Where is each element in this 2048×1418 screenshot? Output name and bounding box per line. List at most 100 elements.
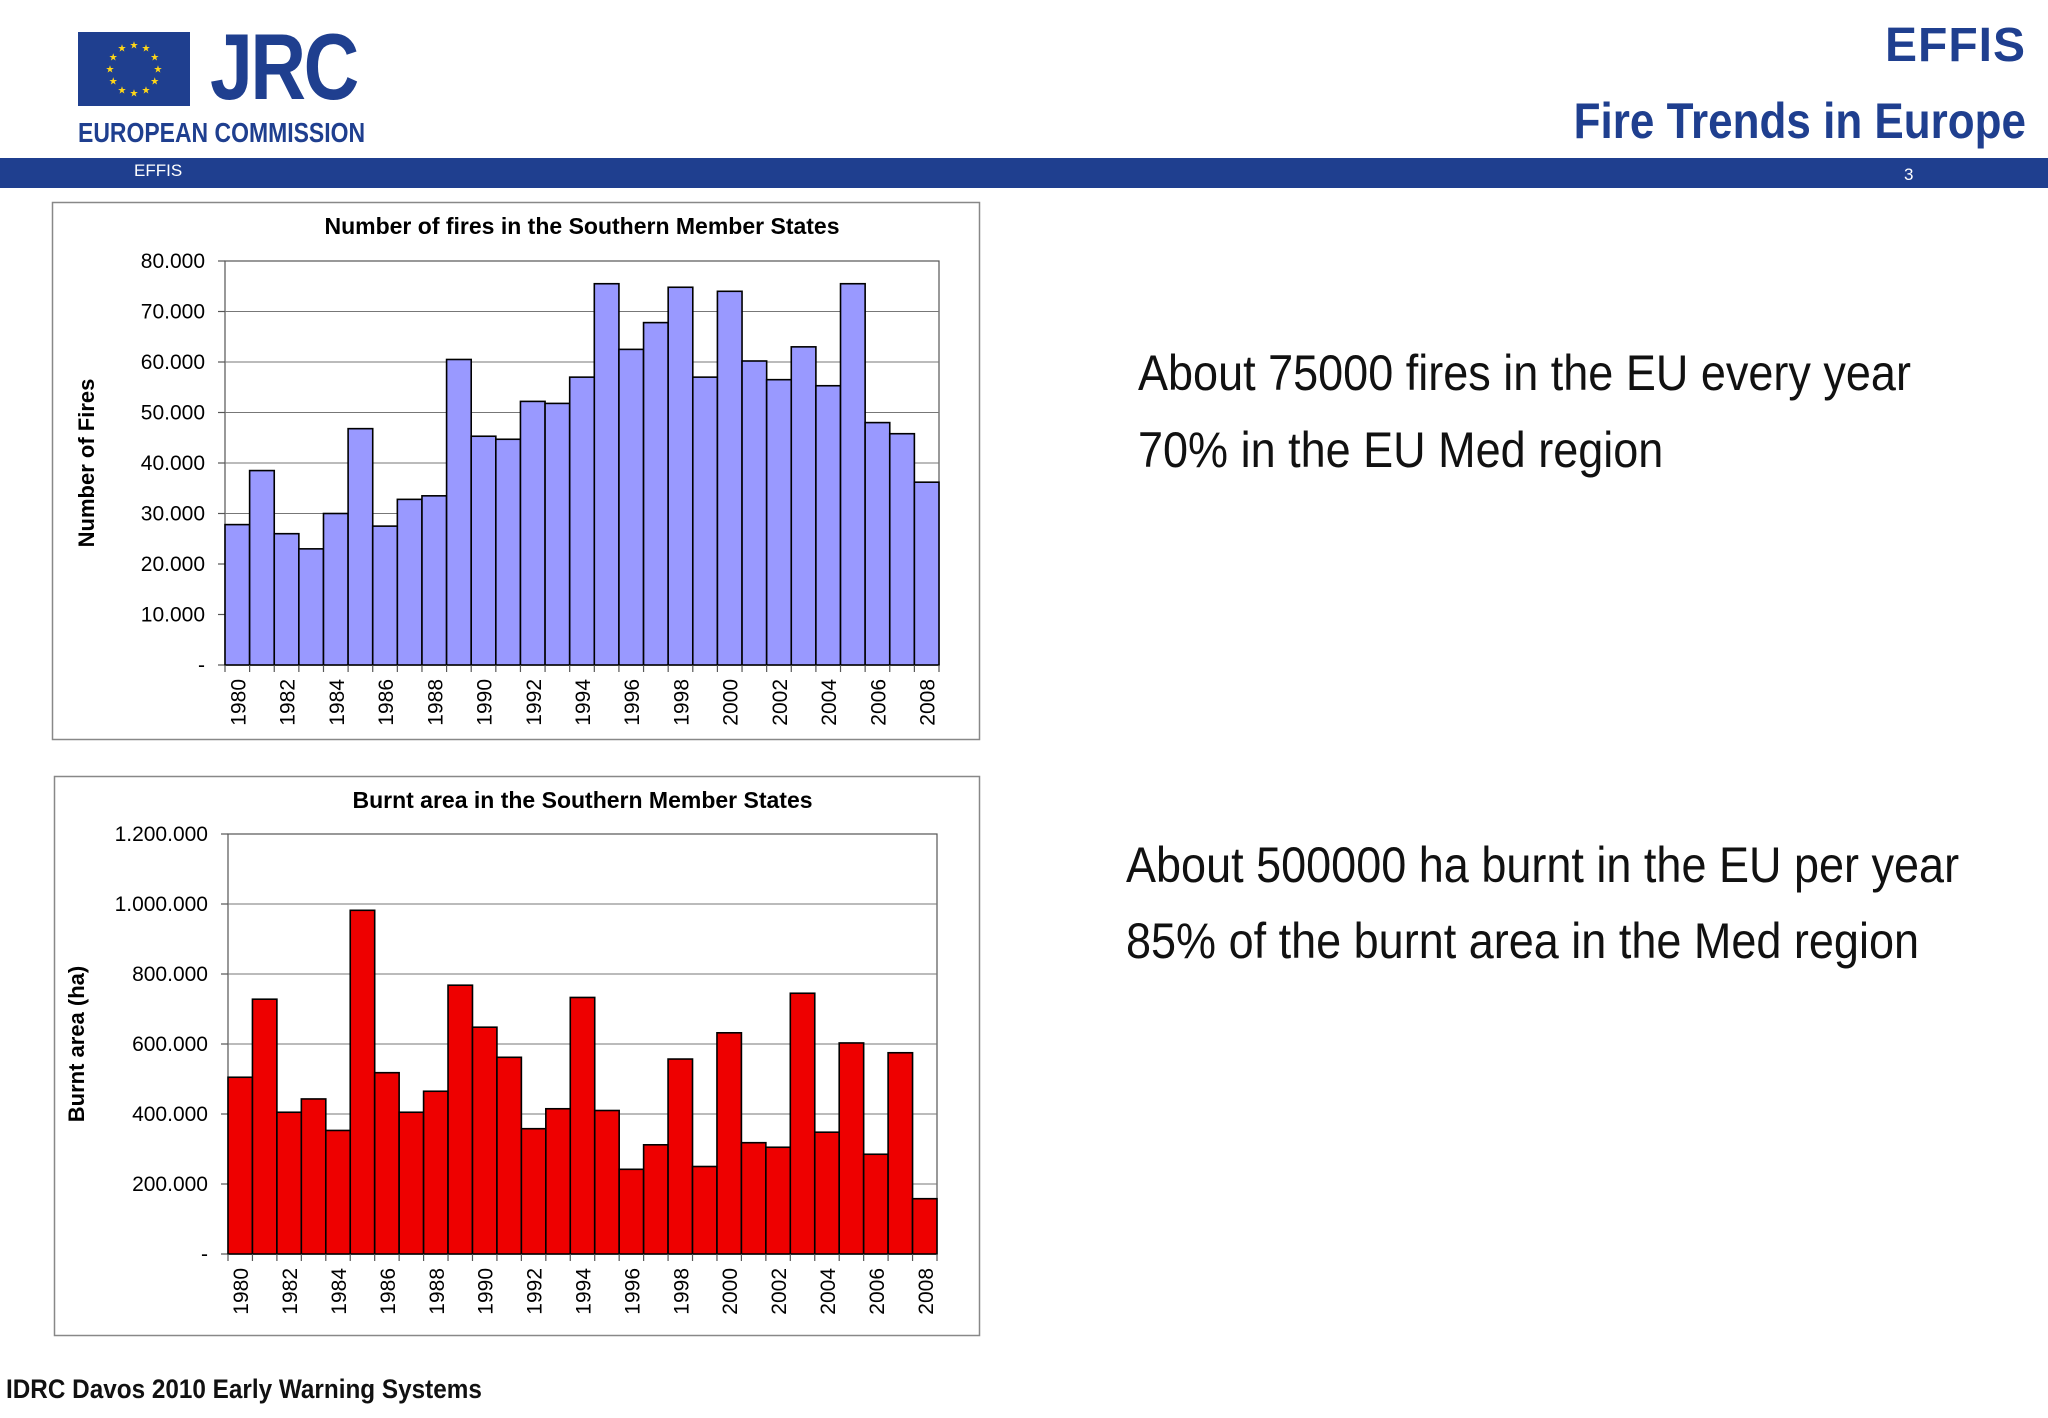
bar-2002 <box>765 378 793 666</box>
bar-1991 <box>496 1056 523 1255</box>
burnt-area-chart: Burnt area in the Southern Member States… <box>53 775 981 1337</box>
y-tick-label: 600.000 <box>132 1033 208 1056</box>
bar-1997 <box>642 1143 669 1255</box>
x-tick-label: 2000 <box>719 1268 742 1315</box>
bar-2002 <box>765 1146 792 1255</box>
y-tick-label: - <box>198 654 205 677</box>
bar-2008 <box>913 481 940 666</box>
page-number: 3 <box>1904 165 1914 184</box>
x-tick-label: 1998 <box>670 1268 693 1315</box>
x-tick-label: 2002 <box>768 1268 791 1315</box>
bar-1983 <box>300 1098 327 1255</box>
bar-2004 <box>813 1131 841 1255</box>
bar-1991 <box>495 438 522 666</box>
x-tick-label: 1980 <box>227 679 250 726</box>
header-bar <box>0 158 2048 188</box>
bar-1982 <box>273 532 300 666</box>
eu-star-icon: ★ <box>118 44 127 55</box>
header-bar-label: EFFIS <box>134 161 183 180</box>
bar-1987 <box>398 1111 425 1255</box>
x-tick-label: 2006 <box>866 1268 889 1315</box>
bar-2005 <box>839 282 866 666</box>
x-tick-label: 1992 <box>523 679 546 726</box>
x-tick-label: 1990 <box>474 679 497 726</box>
bar-2006 <box>864 421 891 666</box>
x-tick-label: 2008 <box>917 679 940 726</box>
bar-1987 <box>396 498 423 666</box>
y-tick-label: 40.000 <box>141 452 205 475</box>
eu-star-icon: ★ <box>130 41 139 52</box>
x-tick-label: 1988 <box>426 1268 449 1315</box>
eu-star-icon: ★ <box>106 65 115 76</box>
area-bullet-2: 85% of the burnt area in the Med region <box>1126 913 1920 969</box>
eu-star-icon: ★ <box>109 53 118 64</box>
x-tick-label: 1984 <box>326 679 349 726</box>
bar-2000 <box>716 290 743 666</box>
eu-star-icon: ★ <box>150 53 159 64</box>
x-tick-label: 1994 <box>572 679 595 726</box>
bar-2007 <box>887 1051 914 1255</box>
x-tick-label: 2008 <box>915 1268 938 1315</box>
bar-1986 <box>371 525 399 666</box>
y-tick-label: 1.000.000 <box>115 893 208 916</box>
bar-1995 <box>593 1109 620 1255</box>
bar-1993 <box>545 1107 572 1255</box>
bar-1984 <box>324 1129 352 1255</box>
bar-1981 <box>251 998 278 1255</box>
y-tick-label: 20.000 <box>141 553 205 576</box>
x-tick-label: 1988 <box>424 679 447 726</box>
chart-title: Number of fires in the Southern Member S… <box>324 213 839 239</box>
y-tick-label: 70.000 <box>141 301 205 324</box>
bar-1995 <box>593 282 620 666</box>
y-tick-label: 200.000 <box>132 1173 208 1196</box>
bar-1999 <box>691 1165 718 1255</box>
bar-1985 <box>347 427 374 666</box>
fires-chart: Number of fires in the Southern Member S… <box>51 201 981 741</box>
x-tick-label: 1992 <box>524 1268 547 1315</box>
bar-2007 <box>888 432 916 666</box>
eu-star-icon: ★ <box>154 65 163 76</box>
bar-2008 <box>911 1197 938 1255</box>
bar-2003 <box>789 992 816 1255</box>
bar-1984 <box>322 512 349 666</box>
eu-star-icon: ★ <box>150 77 159 88</box>
x-tick-label: 1982 <box>279 1268 302 1315</box>
y-tick-label: 30.000 <box>141 503 205 526</box>
bar-1983 <box>298 548 325 666</box>
bar-1996 <box>618 1168 645 1255</box>
eu-stars-icon: ★ ★★★★★★★★★★★ <box>106 41 163 100</box>
eu-star-icon: ★ <box>109 77 118 88</box>
x-tick-label: 1984 <box>328 1268 351 1315</box>
bar-1998 <box>667 1058 694 1255</box>
bar-1985 <box>349 909 376 1255</box>
jrc-logo-text: JRC <box>210 14 359 119</box>
fires-bullet-2: 70% in the EU Med region <box>1138 422 1664 478</box>
y-tick-label: 10.000 <box>141 604 205 627</box>
fires-bullet-1: About 75000 fires in the EU every year <box>1138 345 1911 401</box>
bar-1992 <box>519 400 546 666</box>
y-tick-label: 60.000 <box>141 351 205 374</box>
bar-1981 <box>248 469 276 666</box>
bar-2001 <box>740 1141 767 1255</box>
bar-1997 <box>642 321 669 666</box>
x-tick-label: 1982 <box>277 679 300 726</box>
bar-2000 <box>716 1031 743 1255</box>
y-tick-label: 50.000 <box>141 402 205 425</box>
y-tick-label: 400.000 <box>132 1103 208 1126</box>
x-tick-label: 1990 <box>475 1268 498 1315</box>
bar-1998 <box>667 286 694 666</box>
bar-1980 <box>227 1076 254 1255</box>
chart-title: Burnt area in the Southern Member States <box>352 787 812 813</box>
x-tick-label: 2004 <box>818 679 841 726</box>
x-tick-label: 1998 <box>670 679 693 726</box>
area-bullet-1: About 500000 ha burnt in the EU per year <box>1126 837 1960 893</box>
bar-1994 <box>569 996 596 1255</box>
y-tick-label: 80.000 <box>141 250 205 273</box>
bar-1989 <box>445 358 473 666</box>
bar-1999 <box>691 376 719 666</box>
org-name: EUROPEAN COMMISSION <box>78 117 366 148</box>
bar-1994 <box>568 376 596 666</box>
bar-1996 <box>618 348 645 666</box>
bar-2005 <box>838 1042 865 1255</box>
x-tick-label: 2004 <box>817 1268 840 1315</box>
